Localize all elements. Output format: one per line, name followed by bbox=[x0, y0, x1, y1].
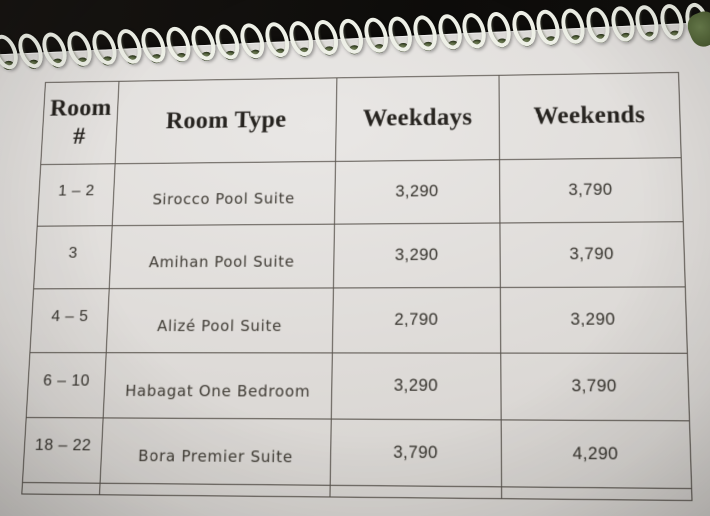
spiral-coil bbox=[62, 27, 97, 75]
weekend-rate-cell: 3,790 bbox=[500, 158, 683, 224]
column-header-weekends: Weekends bbox=[499, 72, 681, 161]
spiral-coil bbox=[359, 14, 392, 62]
spiral-coil bbox=[335, 15, 367, 63]
spiral-binding bbox=[0, 0, 710, 73]
spiral-coil bbox=[384, 13, 417, 61]
room-no-cell: 1 – 2 bbox=[37, 164, 116, 227]
room-no-cell: 4 – 5 bbox=[30, 289, 110, 354]
table-bottom-strip-cell bbox=[22, 483, 101, 495]
column-header-weekdays: Weekdays bbox=[336, 75, 501, 162]
spiral-coil bbox=[186, 22, 220, 70]
weekday-rate-cell: 3,290 bbox=[334, 160, 501, 225]
spiral-coil bbox=[87, 26, 121, 74]
spiral-coil bbox=[137, 24, 171, 72]
spiral-coil bbox=[13, 30, 47, 77]
weekday-rate-cell: 3,290 bbox=[331, 353, 502, 421]
spiral-coil bbox=[582, 4, 613, 52]
room-no-cell: 3 bbox=[34, 226, 113, 290]
spiral-coil bbox=[285, 18, 318, 65]
room-type-cell: Habagat One Bedroom bbox=[103, 353, 333, 420]
spiral-coil bbox=[458, 10, 490, 57]
room-no-cell: 6 – 10 bbox=[26, 353, 107, 419]
spiral-coil bbox=[112, 25, 146, 73]
weekend-rate-cell: 3,290 bbox=[500, 287, 687, 354]
room-type-cell: Alizé Pool Suite bbox=[106, 288, 334, 354]
column-header-room-type: Room Type bbox=[115, 78, 338, 165]
room-type-cell: Amihan Pool Suite bbox=[109, 224, 335, 290]
spiral-coil bbox=[632, 2, 663, 49]
spiral-coil bbox=[656, 1, 687, 48]
spiral-coil bbox=[409, 12, 441, 60]
table-bottom-strip-cell bbox=[100, 483, 331, 497]
weekday-rate-cell: 2,790 bbox=[332, 287, 502, 354]
spiral-coil bbox=[607, 3, 638, 51]
room-type-cell: Bora Premier Suite bbox=[100, 418, 332, 486]
spiral-coil bbox=[533, 7, 564, 54]
spiral-coil bbox=[434, 11, 466, 58]
spiral-coil bbox=[310, 16, 343, 64]
spiral-coil bbox=[236, 20, 269, 67]
weekend-rate-cell: 4,290 bbox=[501, 420, 692, 490]
spiral-coil bbox=[0, 31, 23, 79]
spiral-coil bbox=[211, 21, 244, 68]
spiral-coil bbox=[260, 19, 294, 66]
room-no-cell: 18 – 22 bbox=[22, 418, 104, 484]
table-bottom-strip-cell bbox=[330, 485, 503, 499]
weekday-rate-cell: 3,790 bbox=[330, 419, 503, 488]
weekend-rate-cell: 3,790 bbox=[500, 222, 685, 288]
spiral-coil bbox=[557, 6, 589, 53]
room-type-cell: Sirocco Pool Suite bbox=[112, 161, 337, 227]
spiral-coil bbox=[38, 29, 72, 76]
weekend-rate-cell: 3,790 bbox=[501, 353, 689, 422]
spiral-coil bbox=[161, 23, 195, 71]
column-header-room-no: Room # bbox=[41, 81, 120, 166]
rate-table: Room # Room Type Weekdays Weekends 1 – 2… bbox=[21, 71, 693, 502]
weekday-rate-cell: 3,290 bbox=[333, 223, 501, 289]
spiral-coil bbox=[508, 8, 540, 55]
spiral-coil bbox=[483, 9, 515, 56]
table-bottom-strip-cell bbox=[502, 487, 691, 500]
